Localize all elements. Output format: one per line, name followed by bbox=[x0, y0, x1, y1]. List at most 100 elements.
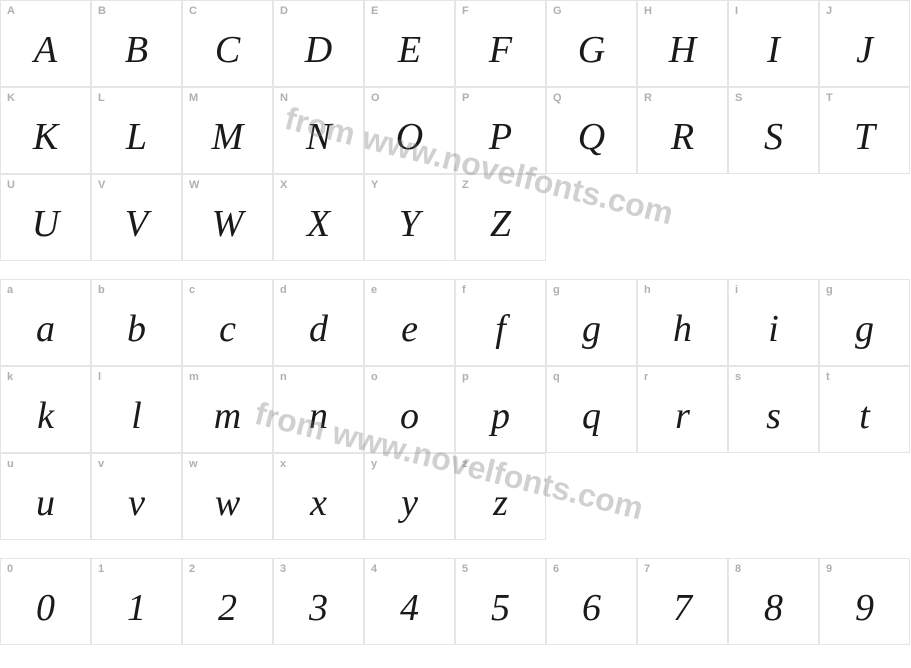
glyph-cell-label: Y bbox=[371, 179, 378, 191]
glyph-cell-label: 3 bbox=[280, 563, 286, 575]
glyph-cell-label: x bbox=[280, 458, 286, 470]
glyph-cell: 11 bbox=[91, 558, 182, 645]
glyph-cell-label: s bbox=[735, 371, 741, 383]
glyph-cell: vv bbox=[91, 453, 182, 540]
glyph-cell: cc bbox=[182, 279, 273, 366]
glyph-cell: QQ bbox=[546, 87, 637, 174]
glyph-cell: DD bbox=[273, 0, 364, 87]
glyph-cell: MM bbox=[182, 87, 273, 174]
glyph-cell: rr bbox=[637, 366, 728, 453]
glyph-cell-glyph: v bbox=[128, 484, 145, 522]
glyph-cell-glyph: y bbox=[401, 484, 418, 522]
section-spacer bbox=[0, 540, 911, 558]
glyph-cell-label: g bbox=[826, 284, 833, 296]
glyph-cell-glyph: I bbox=[767, 31, 780, 69]
glyph-cell-label: g bbox=[553, 284, 560, 296]
glyph-cell-glyph: B bbox=[125, 31, 148, 69]
glyph-cell: ee bbox=[364, 279, 455, 366]
glyph-cell-label: f bbox=[462, 284, 466, 296]
glyph-cell-glyph: o bbox=[400, 397, 419, 435]
glyph-cell-glyph: s bbox=[766, 397, 781, 435]
glyph-cell-label: b bbox=[98, 284, 105, 296]
glyph-cell: gg bbox=[546, 279, 637, 366]
glyph-cell-label: m bbox=[189, 371, 199, 383]
glyph-cell: tt bbox=[819, 366, 910, 453]
glyph-cell-glyph: n bbox=[309, 397, 328, 435]
glyph-cell-label: z bbox=[462, 458, 468, 470]
glyph-cell: qq bbox=[546, 366, 637, 453]
glyph-cell: YY bbox=[364, 174, 455, 261]
glyph-cell: AA bbox=[0, 0, 91, 87]
glyph-cell-glyph: 9 bbox=[855, 589, 874, 627]
glyph-cell: 66 bbox=[546, 558, 637, 645]
glyph-cell: LL bbox=[91, 87, 182, 174]
glyph-cell-label: Q bbox=[553, 92, 562, 104]
glyph-cell: JJ bbox=[819, 0, 910, 87]
glyph-cell-glyph: k bbox=[37, 397, 54, 435]
glyph-cell: dd bbox=[273, 279, 364, 366]
glyph-cell-glyph: g bbox=[855, 310, 874, 348]
glyph-cell-glyph: b bbox=[127, 310, 146, 348]
glyph-cell: ss bbox=[728, 366, 819, 453]
glyph-cell-label: 2 bbox=[189, 563, 195, 575]
glyph-cell-glyph: D bbox=[305, 31, 332, 69]
glyph-cell: GG bbox=[546, 0, 637, 87]
glyph-cell-label: P bbox=[462, 92, 469, 104]
glyph-cell-glyph: S bbox=[764, 118, 783, 156]
glyph-cell-label: 8 bbox=[735, 563, 741, 575]
glyph-cell-glyph: O bbox=[396, 118, 423, 156]
glyph-cell: gg bbox=[819, 279, 910, 366]
glyph-cell-glyph: e bbox=[401, 310, 418, 348]
glyph-cell-glyph: E bbox=[398, 31, 421, 69]
glyph-cell: 44 bbox=[364, 558, 455, 645]
glyph-cell-glyph: C bbox=[215, 31, 240, 69]
glyph-cell-label: L bbox=[98, 92, 105, 104]
glyph-cell-glyph: 0 bbox=[36, 589, 55, 627]
glyph-cell: VV bbox=[91, 174, 182, 261]
glyph-cell: XX bbox=[273, 174, 364, 261]
glyph-cell-label: 5 bbox=[462, 563, 468, 575]
glyph-cell-glyph: q bbox=[582, 397, 601, 435]
glyph-cell-label: O bbox=[371, 92, 380, 104]
glyph-cell-glyph: T bbox=[854, 118, 875, 156]
glyph-cell-label: X bbox=[280, 179, 287, 191]
glyph-cell-label: l bbox=[98, 371, 101, 383]
glyph-cell-label: G bbox=[553, 5, 562, 17]
glyph-cell-label: V bbox=[98, 179, 105, 191]
glyph-cell: ZZ bbox=[455, 174, 546, 261]
glyph-cell: hh bbox=[637, 279, 728, 366]
glyph-cell: xx bbox=[273, 453, 364, 540]
glyph-cell-glyph: p bbox=[491, 397, 510, 435]
glyph-cell-label: p bbox=[462, 371, 469, 383]
glyph-cell-label: C bbox=[189, 5, 197, 17]
glyph-cell-label: n bbox=[280, 371, 287, 383]
glyph-cell-glyph: Z bbox=[490, 205, 511, 243]
glyph-cell-label: K bbox=[7, 92, 15, 104]
glyph-cell-label: 7 bbox=[644, 563, 650, 575]
glyph-cell-glyph: x bbox=[310, 484, 327, 522]
glyph-cell: 88 bbox=[728, 558, 819, 645]
glyph-cell: ii bbox=[728, 279, 819, 366]
glyph-cell-label: D bbox=[280, 5, 288, 17]
glyph-cell-glyph: F bbox=[489, 31, 512, 69]
glyph-cell: uu bbox=[0, 453, 91, 540]
glyph-cell-glyph: Y bbox=[399, 205, 420, 243]
glyph-cell-glyph: g bbox=[582, 310, 601, 348]
glyph-cell-glyph: 2 bbox=[218, 589, 237, 627]
glyph-cell-glyph: M bbox=[212, 118, 244, 156]
glyph-cell: WW bbox=[182, 174, 273, 261]
glyph-cell: CC bbox=[182, 0, 273, 87]
glyph-cell-glyph: R bbox=[671, 118, 694, 156]
glyph-cell-label: R bbox=[644, 92, 652, 104]
glyph-cell-label: u bbox=[7, 458, 14, 470]
glyph-cell: 22 bbox=[182, 558, 273, 645]
glyph-cell: KK bbox=[0, 87, 91, 174]
glyph-cell-label: k bbox=[7, 371, 13, 383]
glyph-cell: ll bbox=[91, 366, 182, 453]
glyph-cell: 33 bbox=[273, 558, 364, 645]
glyph-cell-label: 0 bbox=[7, 563, 13, 575]
glyph-cell-glyph: W bbox=[212, 205, 244, 243]
glyph-cell: HH bbox=[637, 0, 728, 87]
glyph-cell: RR bbox=[637, 87, 728, 174]
glyph-cell-glyph: z bbox=[493, 484, 508, 522]
